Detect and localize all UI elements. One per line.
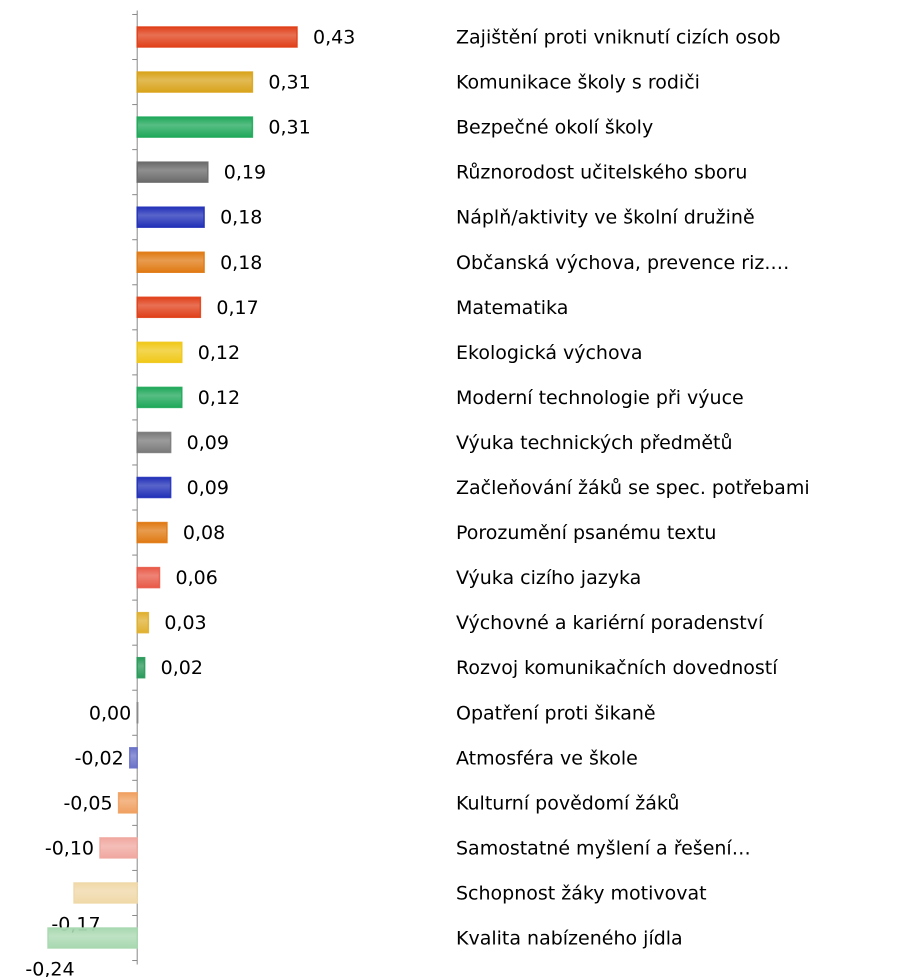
category-label: Výuka cizího jazyka bbox=[456, 567, 641, 589]
bar bbox=[136, 476, 172, 499]
bar bbox=[136, 116, 254, 138]
bar bbox=[136, 431, 172, 454]
category-label: Schopnost žáky motivovat bbox=[456, 882, 707, 904]
value-label: 0,31 bbox=[268, 117, 310, 139]
category-label: Bezpečné okolí školy bbox=[456, 117, 653, 139]
bar bbox=[136, 341, 183, 364]
value-label: 0,09 bbox=[187, 477, 229, 499]
value-label: 0,03 bbox=[164, 612, 206, 634]
bar bbox=[136, 161, 209, 183]
value-label: -0,05 bbox=[63, 792, 112, 814]
value-label: -0,24 bbox=[25, 959, 74, 977]
bar bbox=[136, 521, 168, 544]
bar bbox=[99, 837, 138, 859]
category-label: Komunikace školy s rodiči bbox=[456, 72, 700, 94]
bar bbox=[136, 656, 146, 679]
value-label: 0,18 bbox=[220, 252, 262, 274]
category-label: Kvalita nabízeného jídla bbox=[456, 928, 683, 950]
category-label: Zajištění proti vniknutí cizích osob bbox=[456, 27, 781, 49]
category-label: Matematika bbox=[456, 297, 568, 319]
value-label: -0,10 bbox=[45, 837, 94, 859]
value-label: -0,02 bbox=[75, 747, 124, 769]
value-label: 0,00 bbox=[89, 702, 131, 724]
value-label: 0,08 bbox=[183, 522, 225, 544]
category-label: Opatření proti šikaně bbox=[456, 702, 656, 724]
bar bbox=[73, 882, 138, 904]
bar bbox=[117, 792, 138, 814]
category-label: Porozumění psanému textu bbox=[456, 522, 716, 544]
value-label: 0,09 bbox=[187, 432, 229, 454]
value-label: 0,17 bbox=[216, 297, 258, 319]
bar bbox=[129, 747, 138, 769]
category-label: Náplň/aktivity ve školní družině bbox=[456, 207, 755, 229]
bar bbox=[136, 566, 161, 589]
value-label: 0,02 bbox=[161, 657, 203, 679]
category-label: Kulturní povědomí žáků bbox=[456, 792, 679, 814]
category-label: Výchovné a kariérní poradenství bbox=[456, 612, 764, 634]
bar bbox=[136, 702, 139, 724]
category-label: Občanská výchova, prevence riz.… bbox=[456, 252, 789, 274]
category-label: Začleňování žáků se spec. potřebami bbox=[456, 477, 810, 499]
bar bbox=[136, 386, 183, 409]
category-label: Rozvoj komunikačních dovedností bbox=[456, 657, 778, 679]
value-label: 0,12 bbox=[198, 387, 240, 409]
bar bbox=[136, 206, 205, 228]
category-label: Atmosféra ve škole bbox=[456, 747, 638, 769]
bar bbox=[136, 296, 202, 319]
category-label: Různorodost učitelského sboru bbox=[456, 162, 747, 184]
bar bbox=[47, 927, 138, 949]
value-label: 0,18 bbox=[220, 207, 262, 229]
value-label: 0,06 bbox=[175, 567, 217, 589]
value-label: 0,19 bbox=[224, 162, 266, 184]
value-label: 0,43 bbox=[313, 27, 355, 49]
bar bbox=[136, 71, 254, 93]
category-label: Samostatné myšlení a řešení… bbox=[456, 837, 751, 859]
bar bbox=[136, 611, 150, 634]
category-label: Ekologická výchova bbox=[456, 342, 642, 364]
bar bbox=[136, 26, 298, 48]
category-label: Moderní technologie při výuce bbox=[456, 387, 744, 409]
bar bbox=[136, 251, 205, 273]
value-label: 0,12 bbox=[198, 342, 240, 364]
value-label: 0,31 bbox=[268, 72, 310, 94]
category-label: Výuka technických předmětů bbox=[456, 432, 733, 454]
